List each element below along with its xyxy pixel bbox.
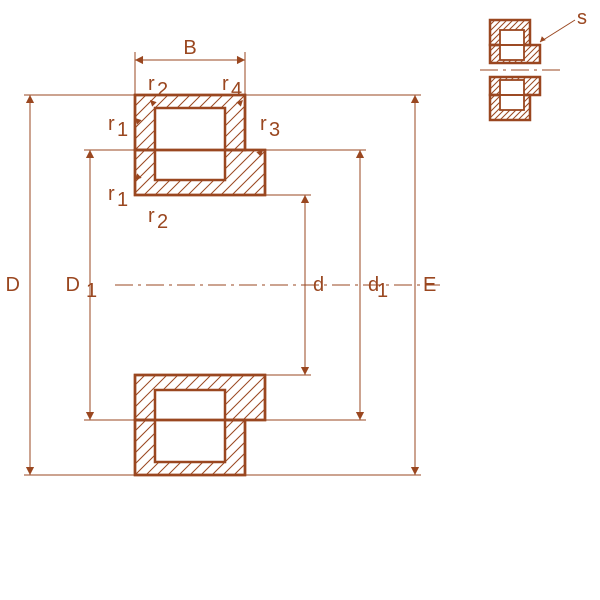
dim-d1-label xyxy=(363,275,387,295)
dim-d-label xyxy=(308,275,328,295)
dim-D1-label xyxy=(70,275,94,295)
label-s xyxy=(575,8,591,24)
bearing-cross-section xyxy=(30,50,430,490)
dim-D-label xyxy=(10,275,30,295)
dim-B-label xyxy=(180,40,200,60)
bearing-inset xyxy=(480,10,590,130)
dim-E-label xyxy=(418,275,438,295)
